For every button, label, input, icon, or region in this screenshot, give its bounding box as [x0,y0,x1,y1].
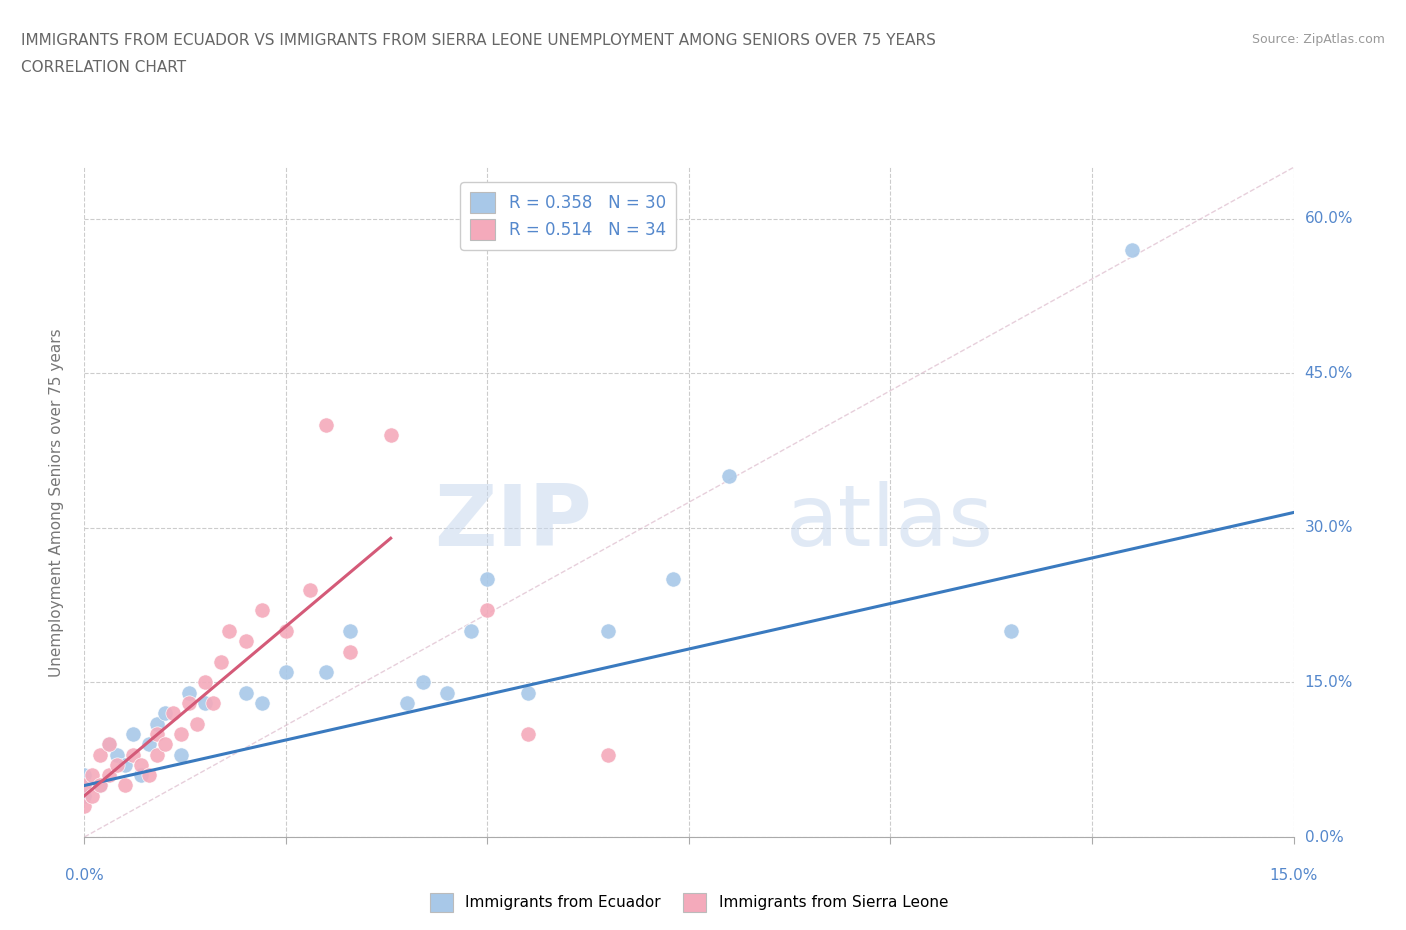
Point [170,726,193,741]
Point [1121,243,1143,258]
Point [97,737,120,751]
Point [1000,623,1022,638]
Point [477,603,499,618]
Point [179,685,201,700]
Point [89,778,111,793]
Text: CORRELATION CHART: CORRELATION CHART [21,60,186,75]
Point [460,623,482,638]
Point [73,768,96,783]
Point [339,623,361,638]
Text: 60.0%: 60.0% [1305,211,1353,226]
Text: 15.0%: 15.0% [1305,675,1353,690]
Point [82,768,104,783]
Text: 0.0%: 0.0% [1305,830,1343,844]
Point [299,582,322,597]
Point [121,726,143,741]
Point [598,623,620,638]
Text: 15.0%: 15.0% [1270,868,1317,883]
Point [82,789,104,804]
Text: 30.0%: 30.0% [1305,521,1353,536]
Point [380,428,402,443]
Point [129,768,152,783]
Point [73,778,96,793]
Text: 0.0%: 0.0% [65,868,104,883]
Point [718,469,741,484]
Point [516,685,538,700]
Point [315,418,337,432]
Point [315,665,337,680]
Text: ZIP: ZIP [434,481,592,564]
Point [436,685,458,700]
Point [516,726,538,741]
Point [146,716,169,731]
Point [89,747,111,762]
Point [218,623,240,638]
Point [162,706,184,721]
Point [477,572,499,587]
Point [89,778,111,793]
Point [412,675,434,690]
Point [186,716,208,731]
Point [129,757,152,772]
Point [97,737,120,751]
Point [105,757,128,772]
Point [274,623,297,638]
Point [339,644,361,659]
Point [395,696,418,711]
Text: Source: ZipAtlas.com: Source: ZipAtlas.com [1251,33,1385,46]
Point [114,757,136,772]
Point [146,726,169,741]
Point [250,696,273,711]
Point [209,655,232,670]
Point [138,737,160,751]
Point [97,768,120,783]
Point [146,747,169,762]
Y-axis label: Unemployment Among Seniors over 75 years: Unemployment Among Seniors over 75 years [49,328,63,676]
Point [121,747,143,762]
Point [235,685,257,700]
Point [179,696,201,711]
Point [114,778,136,793]
Legend: Immigrants from Ecuador, Immigrants from Sierra Leone: Immigrants from Ecuador, Immigrants from… [423,887,955,918]
Point [598,747,620,762]
Point [73,799,96,814]
Point [202,696,225,711]
Point [662,572,685,587]
Point [153,706,176,721]
Point [105,747,128,762]
Point [170,747,193,762]
Legend: R = 0.358   N = 30, R = 0.514   N = 34: R = 0.358 N = 30, R = 0.514 N = 34 [460,182,676,250]
Point [73,789,96,804]
Text: 45.0%: 45.0% [1305,365,1353,381]
Point [194,696,217,711]
Point [250,603,273,618]
Text: IMMIGRANTS FROM ECUADOR VS IMMIGRANTS FROM SIERRA LEONE UNEMPLOYMENT AMONG SENIO: IMMIGRANTS FROM ECUADOR VS IMMIGRANTS FR… [21,33,936,47]
Point [138,768,160,783]
Point [153,737,176,751]
Point [274,665,297,680]
Point [235,634,257,649]
Point [194,675,217,690]
Text: atlas: atlas [786,481,994,564]
